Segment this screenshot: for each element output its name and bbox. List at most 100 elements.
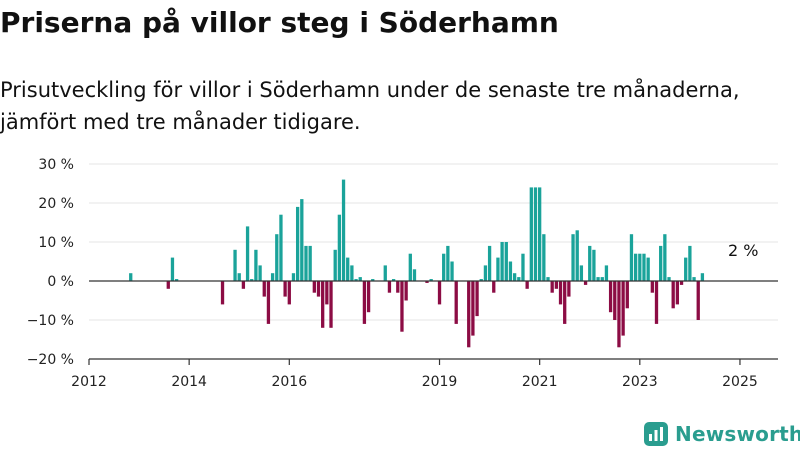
bar (437, 281, 442, 305)
bar (287, 281, 291, 305)
newsworthy-logo-icon (644, 422, 668, 446)
bar (479, 279, 483, 281)
y-tick-label: 30 % (38, 157, 74, 173)
bar (521, 253, 525, 281)
bar (608, 281, 613, 313)
bar (467, 281, 471, 348)
x-tick-label: 2016 (271, 374, 307, 390)
bar (625, 281, 629, 309)
bar (275, 234, 279, 281)
bar (383, 265, 387, 281)
bar (442, 253, 446, 281)
bar (325, 281, 329, 305)
bar (337, 214, 342, 281)
bar (321, 281, 325, 328)
bar (621, 281, 625, 336)
bar (391, 279, 396, 281)
bars (89, 179, 778, 348)
bar (250, 279, 254, 281)
bar (358, 277, 362, 281)
y-tick-label: −20 % (27, 352, 74, 368)
bar (266, 281, 271, 324)
bar (408, 253, 412, 281)
x-tick-label: 2012 (71, 374, 107, 390)
bar (563, 281, 567, 324)
bar (354, 279, 358, 281)
bar (492, 281, 496, 293)
bar (675, 281, 680, 305)
grid-lines (89, 163, 778, 360)
bar (174, 279, 179, 281)
bar (529, 187, 533, 281)
bar (692, 277, 696, 281)
bar (312, 281, 316, 293)
bar (329, 281, 333, 328)
bar (600, 277, 604, 281)
latest-value-annotation: 2 % (728, 241, 758, 260)
bar (279, 214, 283, 281)
bar (425, 281, 429, 283)
bar (596, 277, 600, 281)
bar (396, 281, 400, 293)
bar (659, 245, 663, 281)
bar (387, 281, 392, 293)
bar (404, 281, 408, 301)
bar (700, 273, 705, 281)
bar (245, 226, 250, 281)
bar (550, 281, 554, 293)
y-tick-labels: −20 % −10 % 0 % 10 % 20 % 30 % (27, 157, 74, 368)
bar (258, 265, 262, 281)
bar (575, 230, 579, 281)
bar (237, 273, 241, 281)
bar (554, 281, 559, 289)
x-tick-label: 2021 (522, 374, 558, 390)
x-tick-label: 2023 (622, 374, 658, 390)
bar (571, 234, 575, 281)
y-tick-label: 20 % (38, 196, 74, 212)
bar (400, 281, 404, 332)
bar (300, 199, 304, 281)
y-tick-label: −10 % (27, 313, 74, 329)
bar (254, 249, 258, 281)
bar (304, 245, 308, 281)
bar (429, 279, 433, 281)
bar (283, 281, 287, 297)
bar (592, 249, 596, 281)
bar (166, 281, 170, 289)
bar (646, 257, 650, 281)
bar (671, 281, 675, 309)
bar (629, 234, 634, 281)
bar (688, 245, 692, 281)
bar (533, 187, 538, 281)
bar (241, 281, 246, 289)
bar (446, 245, 450, 281)
bar (546, 277, 550, 281)
bar (341, 179, 346, 281)
bar (366, 281, 371, 313)
bar (500, 242, 504, 281)
bar (508, 261, 513, 281)
bar (650, 281, 654, 293)
bar (525, 281, 529, 289)
bar (454, 281, 458, 324)
bar (613, 281, 617, 320)
bar (475, 281, 479, 317)
bar (262, 281, 266, 297)
bar (654, 281, 659, 324)
bar (583, 281, 588, 285)
bar (604, 265, 609, 281)
bar (679, 281, 684, 285)
bar (567, 281, 571, 297)
bar (487, 245, 492, 281)
bar (512, 273, 517, 281)
bar (308, 245, 312, 281)
bar (538, 187, 542, 281)
bar (558, 281, 563, 305)
bar (371, 279, 375, 281)
x-tick-label: 2014 (171, 374, 207, 390)
bar (633, 253, 638, 281)
bar (483, 265, 488, 281)
bar (412, 269, 417, 281)
bar (696, 281, 700, 320)
